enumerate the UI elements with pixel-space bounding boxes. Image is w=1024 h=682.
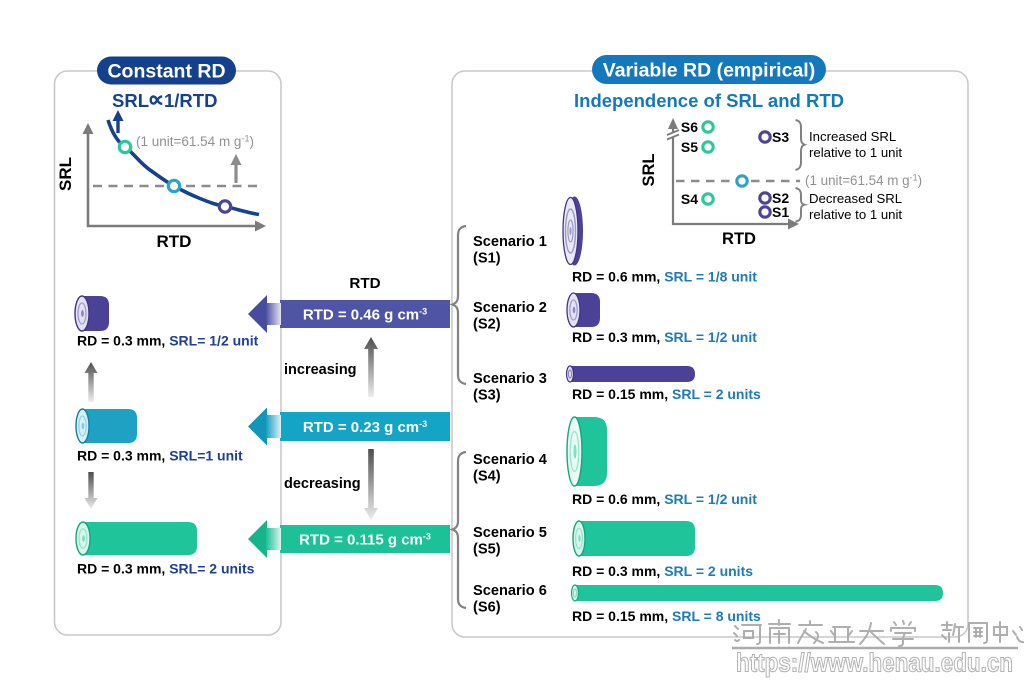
- svg-text:RD = 0.15 mm, SRL = 2 units: RD = 0.15 mm, SRL = 2 units: [572, 386, 761, 402]
- svg-text:relative to 1 unit: relative to 1 unit: [809, 207, 902, 222]
- svg-text:Scenario 4: Scenario 4: [473, 452, 548, 468]
- svg-text:Decreased SRL: Decreased SRL: [809, 191, 902, 206]
- svg-text:(1 unit=61.54 m g-1): (1 unit=61.54 m g-1): [136, 134, 254, 150]
- svg-text:Scenario 5: Scenario 5: [473, 525, 547, 541]
- svg-text:Constant RD: Constant RD: [107, 61, 225, 83]
- svg-text:(S4): (S4): [473, 469, 501, 485]
- svg-text:SRL: SRL: [640, 154, 658, 187]
- svg-text:(S6): (S6): [473, 600, 501, 616]
- svg-text:RTD = 0.23 g cm-3: RTD = 0.23 g cm-3: [303, 419, 427, 436]
- svg-text:SRL: SRL: [112, 90, 149, 111]
- svg-text:Variable RD (empirical): Variable RD (empirical): [603, 60, 815, 82]
- svg-text:S5: S5: [681, 139, 698, 155]
- svg-text:(S2): (S2): [473, 317, 501, 333]
- svg-text:RD = 0.3 mm, SRL = 1/2 unit: RD = 0.3 mm, SRL = 1/2 unit: [572, 329, 757, 345]
- svg-text:S2: S2: [772, 190, 789, 206]
- svg-text:Scenario 2: Scenario 2: [473, 300, 547, 316]
- svg-text:Scenario 6: Scenario 6: [473, 583, 547, 599]
- svg-text:S3: S3: [772, 129, 789, 145]
- svg-text:(S1): (S1): [473, 251, 501, 267]
- svg-text:Scenario 1: Scenario 1: [473, 234, 547, 250]
- svg-text:SRL: SRL: [56, 157, 75, 191]
- svg-text:RD = 0.15 mm, SRL = 8 units: RD = 0.15 mm, SRL = 8 units: [572, 608, 761, 624]
- svg-text:RD = 0.3 mm, SRL= 2 units: RD = 0.3 mm, SRL= 2 units: [77, 561, 255, 577]
- svg-text:RTD = 0.46 g cm-3: RTD = 0.46 g cm-3: [303, 307, 427, 324]
- svg-text:Independence of SRL and RTD: Independence of SRL and RTD: [574, 90, 844, 111]
- svg-text:1/RTD: 1/RTD: [164, 90, 217, 111]
- svg-text:S4: S4: [681, 191, 698, 207]
- svg-text:RD = 0.6 mm, SRL = 1/2 unit: RD = 0.6 mm, SRL = 1/2 unit: [572, 491, 757, 507]
- svg-text:increasing: increasing: [284, 362, 357, 378]
- svg-text:relative to 1 unit: relative to 1 unit: [809, 145, 902, 160]
- svg-text:(1 unit=61.54 m g-1): (1 unit=61.54 m g-1): [805, 173, 922, 189]
- svg-text:S1: S1: [772, 204, 789, 220]
- svg-text:RTD: RTD: [157, 232, 192, 251]
- svg-text:Increased SRL: Increased SRL: [809, 129, 896, 144]
- svg-text:https://www.henau.edu.cn: https://www.henau.edu.cn: [736, 650, 1013, 678]
- svg-text:(S5): (S5): [473, 542, 501, 558]
- svg-text:RD = 0.3 mm, SRL=1 unit: RD = 0.3 mm, SRL=1 unit: [77, 448, 243, 464]
- svg-text:RTD: RTD: [722, 230, 756, 248]
- svg-text:RTD: RTD: [349, 275, 380, 292]
- svg-text:RTD = 0.115 g cm-3: RTD = 0.115 g cm-3: [299, 532, 431, 549]
- svg-text:RD = 0.3 mm, SRL = 2 units: RD = 0.3 mm, SRL = 2 units: [572, 563, 753, 579]
- svg-text:(S3): (S3): [473, 388, 501, 404]
- svg-text:S6: S6: [681, 119, 698, 135]
- svg-text:RD = 0.3 mm, SRL= 1/2 unit: RD = 0.3 mm, SRL= 1/2 unit: [77, 333, 259, 349]
- svg-text:Scenario 3: Scenario 3: [473, 371, 547, 387]
- svg-text:RD = 0.6 mm, SRL = 1/8 unit: RD = 0.6 mm, SRL = 1/8 unit: [572, 269, 757, 285]
- svg-text:decreasing: decreasing: [284, 476, 361, 492]
